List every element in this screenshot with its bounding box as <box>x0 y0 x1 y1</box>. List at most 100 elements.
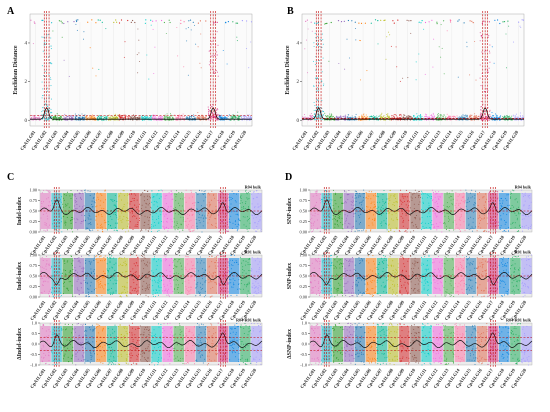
data-point <box>166 221 167 222</box>
data-point <box>260 220 261 221</box>
data-point <box>244 117 245 118</box>
data-point <box>314 119 315 120</box>
data-point <box>97 227 98 228</box>
data-point <box>241 209 242 210</box>
y-axis-label: Indel-index <box>17 197 23 225</box>
data-point <box>78 359 79 360</box>
data-point <box>80 342 81 343</box>
data-point <box>240 203 241 204</box>
data-point <box>523 20 524 21</box>
data-point <box>76 201 77 202</box>
data-point <box>462 114 463 115</box>
data-point <box>52 223 53 224</box>
data-point <box>105 259 106 260</box>
data-point <box>245 201 246 202</box>
data-point <box>428 116 429 117</box>
data-point <box>77 208 78 209</box>
data-point <box>241 207 242 208</box>
data-point <box>63 198 64 199</box>
data-point <box>183 66 184 67</box>
data-point <box>201 289 202 290</box>
data-point <box>70 116 71 117</box>
data-point <box>376 115 377 116</box>
data-point <box>84 359 85 360</box>
data-point <box>174 259 175 260</box>
data-point <box>240 220 241 221</box>
data-point <box>40 266 41 267</box>
data-point <box>156 213 157 214</box>
data-point <box>161 280 162 281</box>
data-point <box>42 107 43 108</box>
data-point <box>76 21 77 22</box>
data-point <box>50 109 51 110</box>
data-point <box>61 202 62 203</box>
data-point <box>110 116 111 117</box>
data-point <box>131 117 132 118</box>
data-point <box>127 195 128 196</box>
data-point <box>493 115 494 116</box>
data-point <box>63 23 64 24</box>
data-point <box>71 332 72 333</box>
data-point <box>323 44 324 45</box>
data-point <box>75 194 76 195</box>
data-point <box>74 218 75 219</box>
data-point <box>347 116 348 117</box>
data-point <box>437 114 438 115</box>
data-point <box>45 71 46 72</box>
data-point <box>61 231 62 232</box>
data-point <box>96 200 97 201</box>
data-point <box>67 260 68 261</box>
data-point <box>256 197 257 198</box>
data-point <box>147 191 148 192</box>
data-point <box>251 215 252 216</box>
data-point <box>416 113 417 114</box>
data-point <box>122 209 123 210</box>
data-point <box>245 191 246 192</box>
data-point <box>100 281 101 282</box>
data-point <box>205 291 206 292</box>
data-point <box>134 193 135 194</box>
data-point <box>151 115 152 116</box>
data-point <box>319 83 320 84</box>
data-point <box>211 274 212 275</box>
data-point <box>254 285 255 286</box>
panel-letter-A: A <box>7 6 15 17</box>
data-point <box>66 117 67 118</box>
data-point <box>194 25 195 26</box>
data-point <box>59 335 60 336</box>
data-point <box>229 271 230 272</box>
data-point <box>361 115 362 116</box>
data-point <box>92 68 93 69</box>
data-point <box>81 360 82 361</box>
data-point <box>142 205 143 206</box>
data-point <box>182 117 183 118</box>
data-point <box>57 271 58 272</box>
data-point <box>160 214 161 215</box>
data-point <box>241 283 242 284</box>
data-point <box>95 75 96 76</box>
data-point <box>205 281 206 282</box>
data-point <box>186 190 187 191</box>
data-point <box>486 118 487 119</box>
data-point <box>51 292 52 293</box>
data-point <box>454 116 455 117</box>
data-point <box>111 200 112 201</box>
data-point <box>67 289 68 290</box>
data-point <box>499 120 500 121</box>
data-point <box>344 21 345 22</box>
data-point <box>110 294 111 295</box>
data-point <box>68 361 69 362</box>
data-point <box>217 109 218 110</box>
data-point <box>40 339 41 340</box>
data-point <box>95 206 96 207</box>
data-point <box>134 290 135 291</box>
data-point <box>103 257 104 258</box>
data-point <box>259 261 260 262</box>
data-point <box>72 265 73 266</box>
data-point <box>155 277 156 278</box>
data-point <box>464 22 465 23</box>
data-point <box>119 114 120 115</box>
data-point <box>115 283 116 284</box>
data-point <box>75 364 76 365</box>
data-point <box>444 73 445 74</box>
